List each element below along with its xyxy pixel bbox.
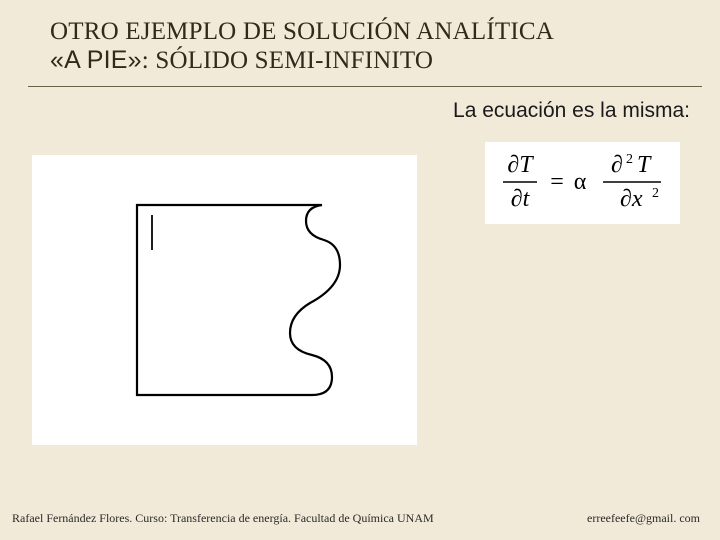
svg-text:∂T: ∂T xyxy=(507,152,534,178)
svg-text:2: 2 xyxy=(652,186,659,201)
svg-text:T: T xyxy=(637,152,652,178)
svg-text:2: 2 xyxy=(626,152,633,167)
svg-text:∂t: ∂t xyxy=(511,186,531,212)
title-line-2: «A PIE»: SÓLIDO SEMI-INFINITO xyxy=(50,46,690,75)
svg-text:α: α xyxy=(574,169,587,195)
heat-equation: ∂T ∂t = α ∂ 2 T ∂x 2 xyxy=(485,142,680,224)
svg-text:∂: ∂ xyxy=(611,152,623,178)
title-block: OTRO EJEMPLO DE SOLUCIÓN ANALÍTICA «A PI… xyxy=(50,18,690,75)
title-underline xyxy=(28,86,702,87)
svg-text:=: = xyxy=(550,169,564,195)
title-sans-part: «A PIE» xyxy=(50,46,142,74)
title-serif-part: : SÓLIDO SEMI-INFINITO xyxy=(142,47,433,74)
footer-left: Rafael Fernández Flores. Curso: Transfer… xyxy=(12,511,434,526)
footer-right: erreefeefe@gmail. com xyxy=(587,511,700,526)
title-line-1: OTRO EJEMPLO DE SOLUCIÓN ANALÍTICA xyxy=(50,18,690,46)
solid-shape-svg xyxy=(32,155,417,445)
equation-svg: ∂T ∂t = α ∂ 2 T ∂x 2 xyxy=(485,142,680,224)
subtitle: La ecuación es la misma: xyxy=(453,99,690,123)
svg-text:∂x: ∂x xyxy=(620,186,643,212)
solid-figure xyxy=(32,155,417,445)
slide: OTRO EJEMPLO DE SOLUCIÓN ANALÍTICA «A PI… xyxy=(0,0,720,540)
